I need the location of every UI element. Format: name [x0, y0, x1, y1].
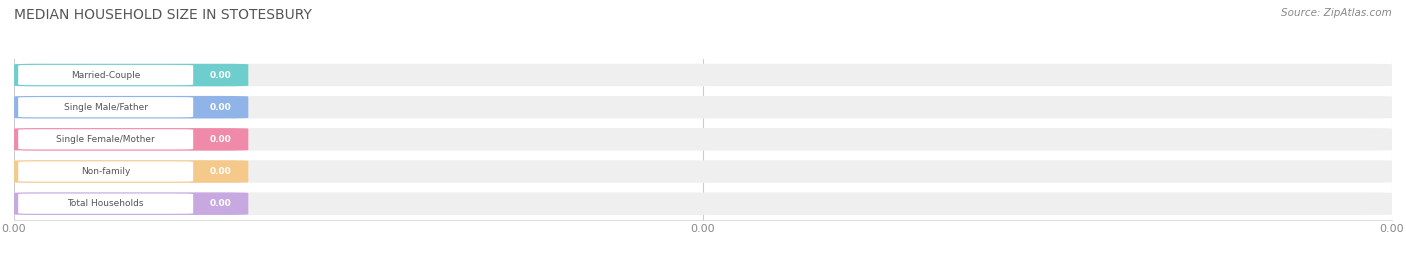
Text: 0.00: 0.00 — [209, 135, 232, 144]
Text: MEDIAN HOUSEHOLD SIZE IN STOTESBURY: MEDIAN HOUSEHOLD SIZE IN STOTESBURY — [14, 8, 312, 22]
FancyBboxPatch shape — [14, 96, 249, 118]
FancyBboxPatch shape — [14, 192, 249, 215]
Text: Total Households: Total Households — [67, 199, 143, 208]
FancyBboxPatch shape — [14, 192, 1392, 215]
Text: Single Male/Father: Single Male/Father — [63, 103, 148, 112]
FancyBboxPatch shape — [14, 128, 249, 151]
Text: 0.00: 0.00 — [209, 103, 232, 112]
FancyBboxPatch shape — [18, 161, 193, 182]
FancyBboxPatch shape — [18, 97, 193, 117]
Text: Married-Couple: Married-Couple — [70, 70, 141, 80]
FancyBboxPatch shape — [14, 128, 1392, 151]
FancyBboxPatch shape — [18, 129, 193, 150]
FancyBboxPatch shape — [14, 64, 249, 86]
Text: Source: ZipAtlas.com: Source: ZipAtlas.com — [1281, 8, 1392, 18]
Text: 0.00: 0.00 — [209, 70, 232, 80]
FancyBboxPatch shape — [14, 160, 249, 183]
FancyBboxPatch shape — [14, 64, 1392, 86]
FancyBboxPatch shape — [18, 65, 193, 85]
FancyBboxPatch shape — [18, 193, 193, 214]
Text: 0.00: 0.00 — [209, 199, 232, 208]
Text: Single Female/Mother: Single Female/Mother — [56, 135, 155, 144]
Text: 0.00: 0.00 — [209, 167, 232, 176]
Text: Non-family: Non-family — [82, 167, 131, 176]
FancyBboxPatch shape — [14, 160, 1392, 183]
FancyBboxPatch shape — [14, 96, 1392, 118]
